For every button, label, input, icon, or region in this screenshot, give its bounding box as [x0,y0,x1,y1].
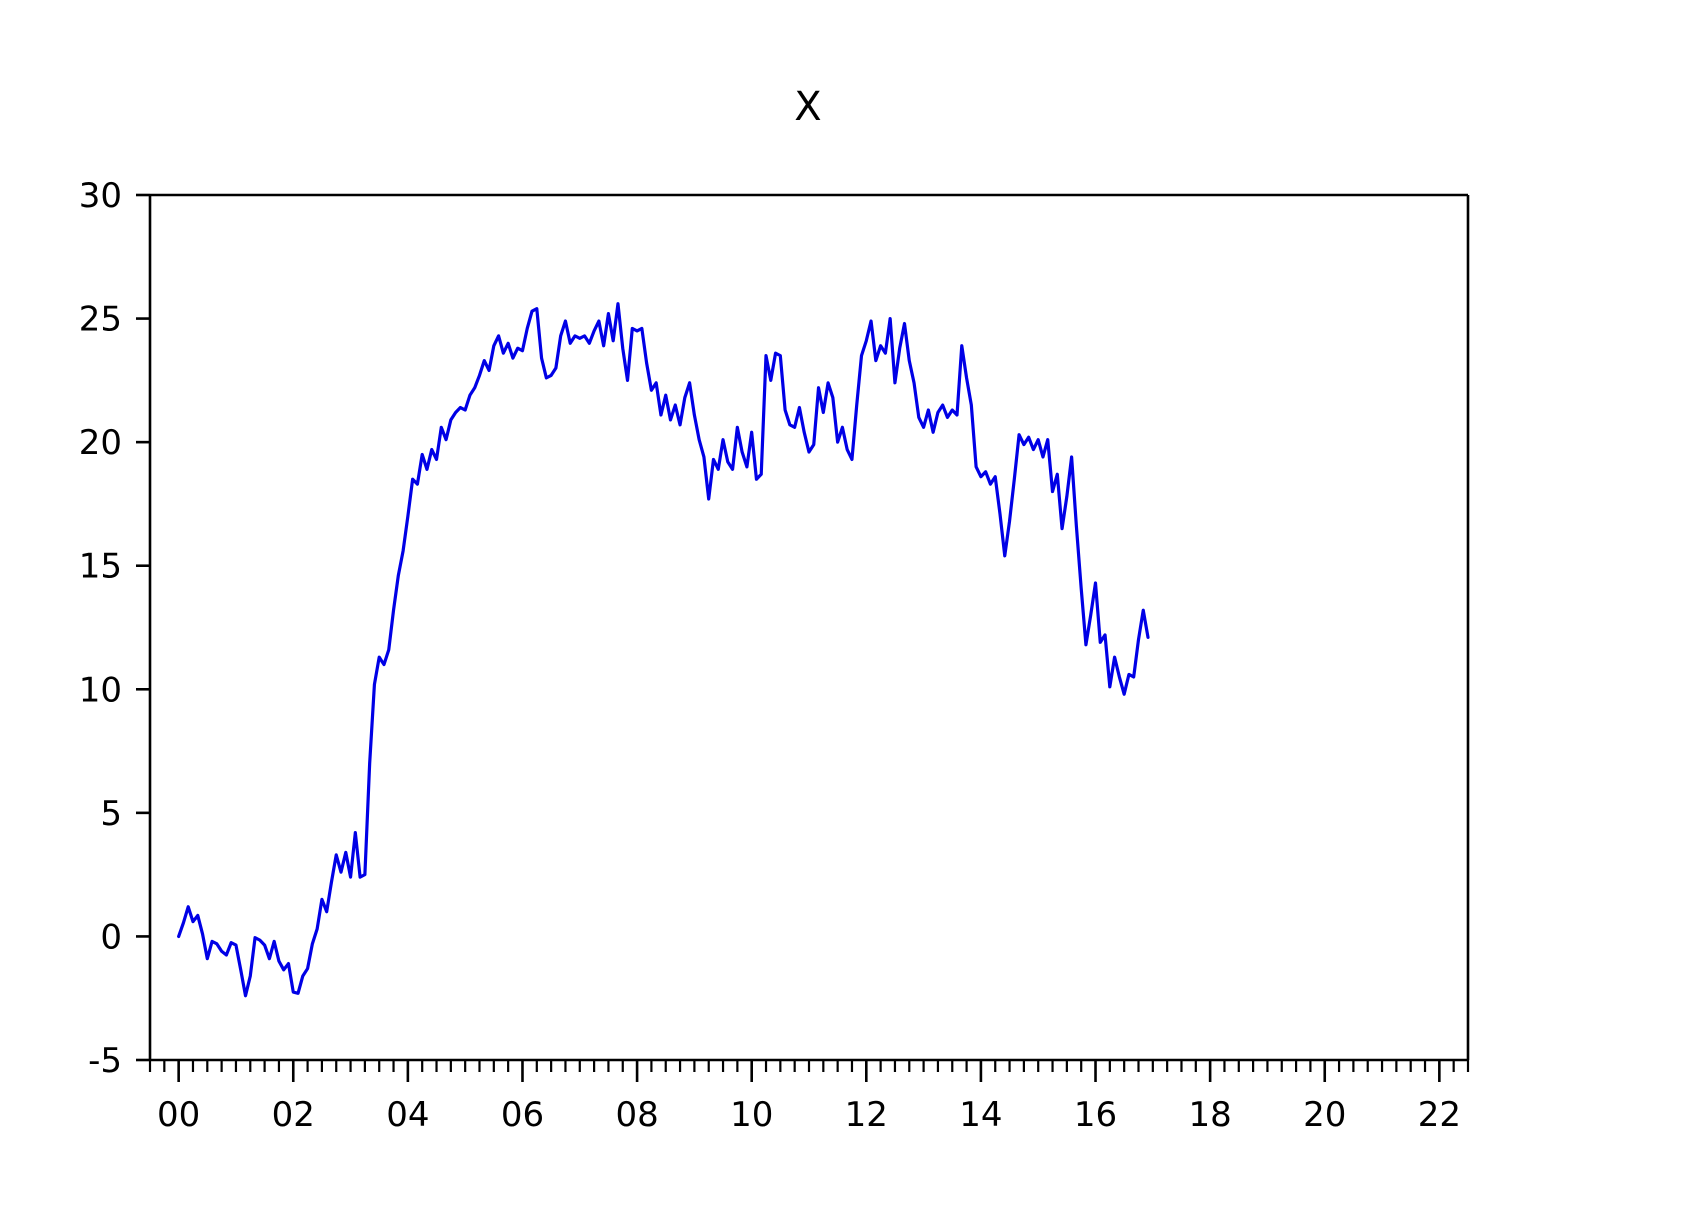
x-tick-label: 00 [157,1095,200,1135]
y-tick-label: 30 [79,176,122,216]
y-tick-label: 5 [100,794,122,834]
y-tick-label: 20 [79,423,122,463]
x-tick-label: 22 [1418,1095,1461,1135]
x-tick-label: 06 [501,1095,544,1135]
y-tick-label: 25 [79,300,122,340]
x-tick-label: 12 [845,1095,888,1135]
x-tick-label: 16 [1074,1095,1117,1135]
y-tick-label: -5 [88,1041,122,1081]
x-axis: 00 02 04 06 08 10 12 14 16 18 20 22 [148,193,1470,1135]
x-tick-label: 02 [272,1095,315,1135]
y-tick-label: 10 [79,670,122,710]
x-tick-label: 10 [730,1095,773,1135]
x-tick-label: 18 [1188,1095,1231,1135]
y-tick-label: 15 [79,547,122,587]
chart-title: X [794,84,821,130]
x-tick-label: 08 [615,1095,658,1135]
y-axis: -5 0 5 10 15 20 25 30 [79,176,152,1081]
data-series-line-x [177,302,1150,998]
x-tick-label: 20 [1303,1095,1346,1135]
x-tick-label: 14 [959,1095,1002,1135]
x-tick-label: 04 [386,1095,429,1135]
y-tick-label: 0 [100,917,122,957]
